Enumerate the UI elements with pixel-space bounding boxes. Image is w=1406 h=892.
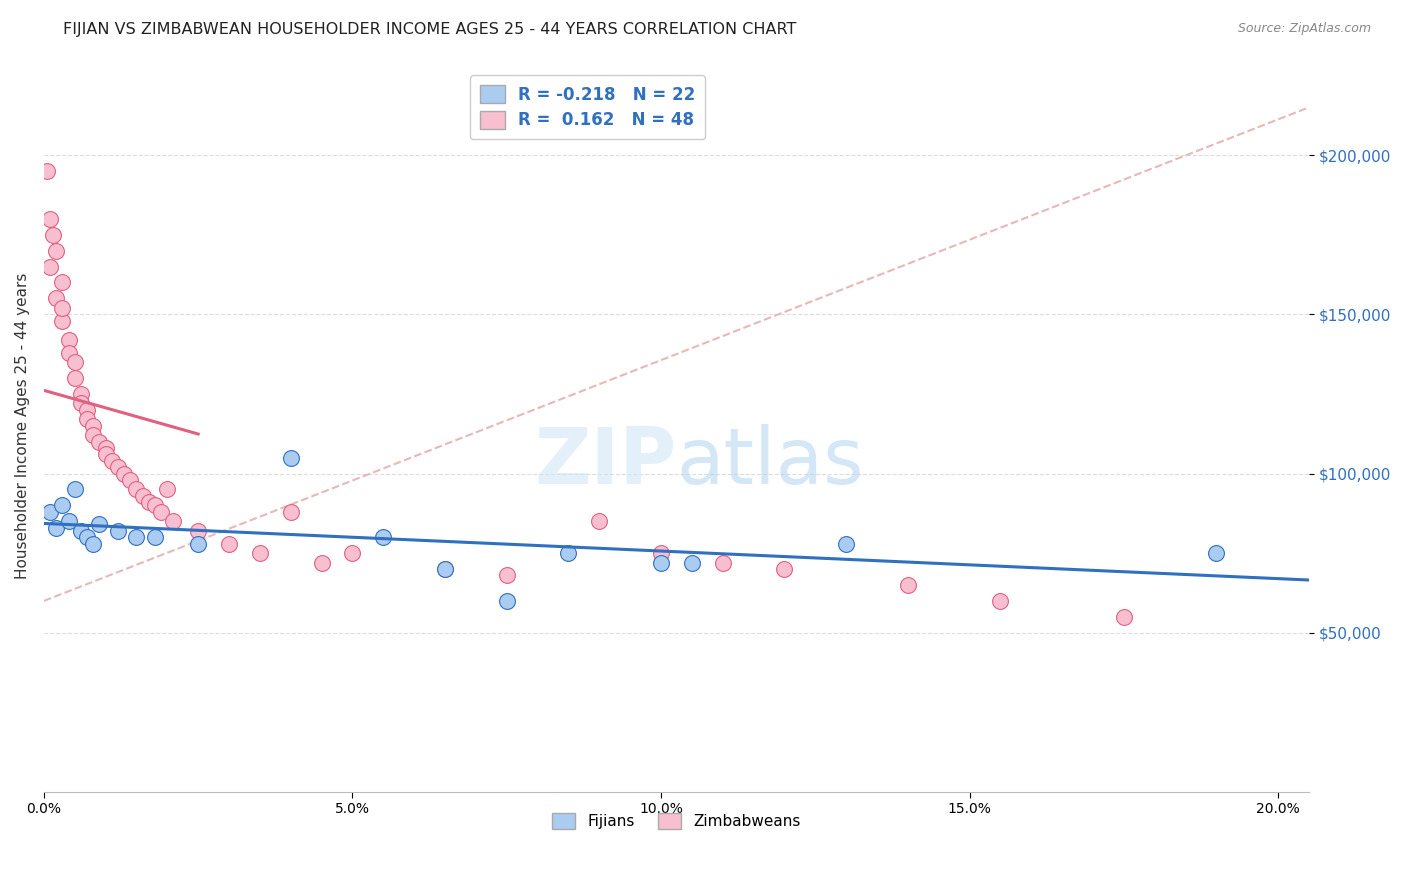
Point (63, 355, 86, 369)
Point (280, 450, 302, 465)
Y-axis label: Householder Income Ages 25 - 44 years: Householder Income Ages 25 - 44 years (15, 273, 30, 579)
Point (311, 556, 333, 570)
Point (100, 454, 122, 468)
Point (156, 483, 179, 497)
Point (495, 568, 517, 582)
Point (650, 556, 672, 570)
Point (63, 371, 86, 385)
Point (39, 260, 62, 274)
Point (131, 489, 153, 503)
Point (373, 530, 395, 544)
Point (125, 483, 148, 497)
Point (45, 292, 67, 306)
Point (82, 428, 104, 442)
Point (187, 536, 209, 550)
Point (76, 412, 98, 426)
Point (650, 546, 672, 560)
Point (143, 499, 166, 513)
Point (433, 562, 456, 576)
Point (70, 524, 93, 538)
Point (45, 244, 67, 258)
Point (51, 499, 73, 513)
Point (58, 345, 80, 359)
Point (39, 505, 62, 519)
Point (249, 546, 271, 560)
Point (588, 514, 610, 528)
Point (120, 473, 142, 487)
Point (58, 514, 80, 528)
Text: Source: ZipAtlas.com: Source: ZipAtlas.com (1237, 22, 1371, 36)
Point (107, 460, 129, 475)
Point (143, 530, 166, 544)
Text: ZIP: ZIP (534, 425, 676, 500)
Point (897, 578, 920, 592)
Point (125, 530, 148, 544)
Point (162, 514, 184, 528)
Point (89, 434, 111, 449)
Point (988, 594, 1011, 608)
Point (112, 467, 135, 481)
Point (773, 562, 796, 576)
Point (58, 333, 80, 347)
Point (107, 524, 129, 538)
Point (218, 536, 240, 550)
Point (39, 211, 62, 226)
Point (82, 536, 104, 550)
Point (150, 505, 173, 519)
Point (82, 418, 104, 433)
Point (76, 530, 98, 544)
Point (89, 517, 111, 532)
Point (51, 276, 73, 290)
Point (94, 447, 117, 461)
Point (70, 387, 93, 401)
Point (70, 396, 93, 410)
Point (138, 495, 160, 509)
Point (1205, 546, 1227, 560)
Point (433, 562, 456, 576)
Point (711, 556, 734, 570)
Point (35, 164, 58, 178)
Text: FIJIAN VS ZIMBABWEAN HOUSEHOLDER INCOME AGES 25 - 44 YEARS CORRELATION CHART: FIJIAN VS ZIMBABWEAN HOUSEHOLDER INCOME … (63, 22, 797, 37)
Point (51, 314, 73, 328)
Point (63, 483, 86, 497)
Point (42, 227, 65, 242)
Point (187, 524, 209, 538)
Point (681, 556, 703, 570)
Point (342, 546, 364, 560)
Point (45, 521, 67, 535)
Legend: Fijians, Zimbabweans: Fijians, Zimbabweans (547, 806, 807, 836)
Point (76, 402, 98, 417)
Point (280, 505, 302, 519)
Point (51, 301, 73, 315)
Text: atlas: atlas (676, 425, 863, 500)
Point (835, 536, 858, 550)
Point (495, 594, 517, 608)
Point (94, 441, 117, 455)
Point (1112, 610, 1135, 624)
Point (557, 546, 579, 560)
